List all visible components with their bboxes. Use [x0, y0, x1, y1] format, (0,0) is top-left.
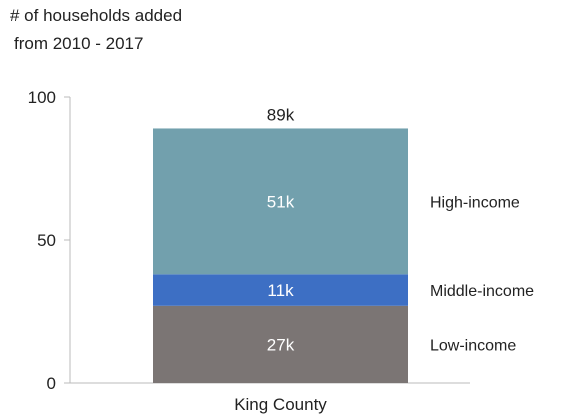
- y-tick-label: 50: [37, 231, 56, 250]
- legend-label: Middle-income: [430, 283, 534, 300]
- y-tick-label: 100: [28, 88, 56, 107]
- legend-label: Low-income: [430, 337, 516, 354]
- x-category-label: King County: [234, 395, 327, 414]
- bar-segment-high-income: [153, 128, 408, 275]
- y-tick-label: 0: [47, 374, 56, 393]
- total-value-label: 89k: [267, 105, 295, 124]
- chart-title-line-2: from 2010 - 2017: [14, 34, 144, 53]
- segment-value-label: 51k: [267, 192, 295, 211]
- chart-title-line-1: # of households added: [10, 6, 183, 25]
- segment-value-label: 27k: [267, 335, 295, 354]
- segment-value-label: 11k: [267, 281, 294, 300]
- bar-segment-middle-income: [153, 274, 408, 306]
- bar-segment-low-income: [153, 305, 408, 383]
- legend-label: High-income: [430, 194, 520, 211]
